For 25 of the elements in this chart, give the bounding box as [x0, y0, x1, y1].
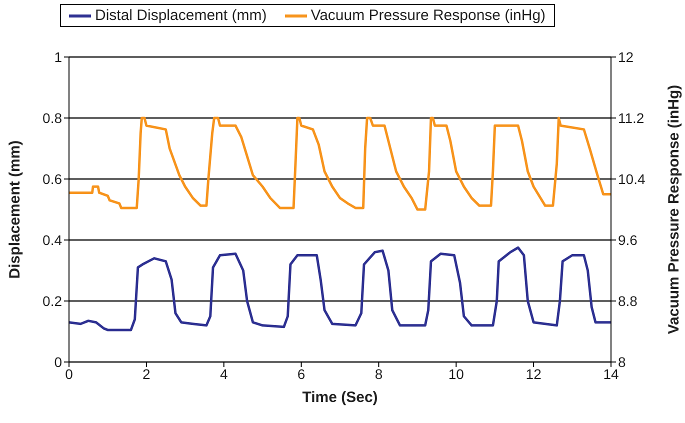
y-tick-label: 0.6	[42, 170, 62, 187]
x-tick-label: 0	[65, 366, 74, 382]
x-tick-label: 8	[374, 366, 383, 382]
y-tick-label: 1	[54, 48, 62, 65]
x-tick-label: 12	[526, 366, 542, 382]
y2-tick-label: 10.4	[618, 170, 646, 187]
legend-label: Vacuum Pressure Response (inHg)	[310, 7, 546, 24]
x-tick-label: 6	[297, 366, 306, 382]
y-tick-label: 0.2	[42, 292, 62, 309]
x-tick-label: 2	[142, 366, 151, 382]
x-tick-label: 14	[603, 366, 619, 382]
x-tick-label: 10	[448, 366, 464, 382]
y2-tick-label: 9.6	[618, 232, 638, 248]
x-tick-label: 4	[220, 366, 228, 382]
legend-label: Distal Displacement (mm)	[95, 7, 267, 24]
y-axis-title: Displacement (mm)	[6, 140, 24, 279]
y-tick-label: 0.4	[42, 232, 62, 248]
y-tick-label: 0.8	[42, 110, 62, 126]
x-axis-title: Time (Sec)	[302, 389, 378, 406]
y2-axis-title: Vacuum Pressure Response (inHg)	[665, 84, 682, 334]
y2-tick-label: 11.2	[618, 110, 644, 126]
y2-tick-label: 12	[618, 48, 634, 65]
y2-tick-label: 8.8	[618, 292, 638, 309]
y2-tick-label: 8	[618, 354, 626, 370]
y-tick-label: 0	[54, 354, 62, 370]
